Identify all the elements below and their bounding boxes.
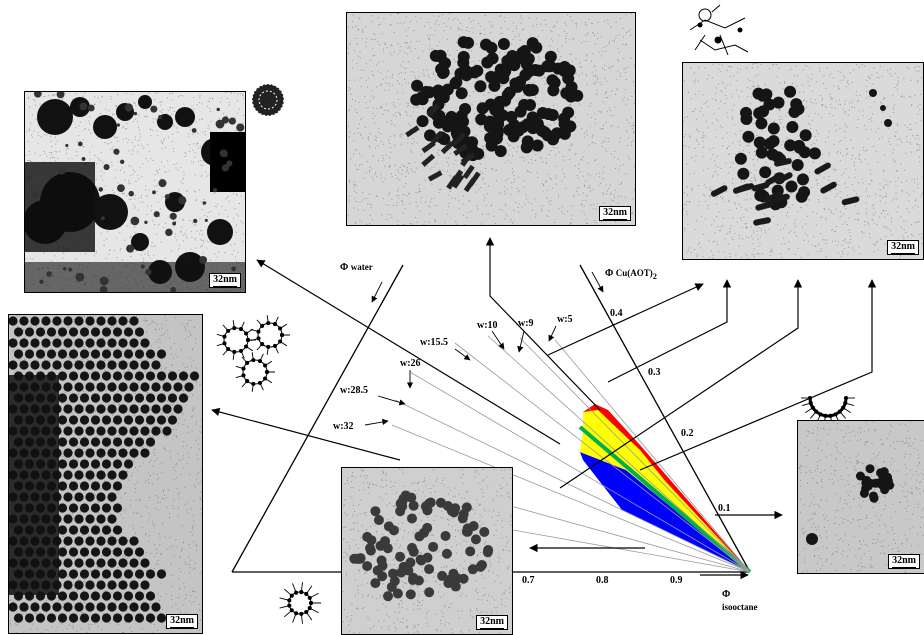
micrograph-top-center: 32nm <box>346 12 636 226</box>
micrograph-top-left: 32nm <box>24 91 246 293</box>
tick-right-1: 0.3 <box>648 367 661 378</box>
micrograph-left: 32nm <box>8 314 203 634</box>
tick-bottom-2: 0.9 <box>670 575 683 586</box>
scale-bar: 32nm <box>887 240 919 255</box>
w-label-5: w:5 <box>557 314 573 325</box>
axis-label-isooctane: Φ isooctane <box>722 589 758 612</box>
tick-right-2: 0.2 <box>681 428 694 439</box>
micrograph-bottom-center: 32nm <box>341 467 513 635</box>
triangle-left-side <box>231 264 404 573</box>
axis-label-water: Φ water <box>340 262 373 273</box>
micelle-sketch-three-droplets <box>223 322 283 385</box>
w-label-9: w:9 <box>518 318 534 329</box>
scale-bar: 32nm <box>166 614 198 629</box>
scale-bar: 32nm <box>888 554 920 569</box>
axis-label-cu-aot: Φ Cu(AOT)2 <box>605 268 657 281</box>
region-yellow <box>583 410 750 572</box>
micrograph-top-right: 32nm <box>682 62 924 260</box>
w-label-pointers <box>364 271 604 426</box>
micelle-sketch-dense-ball <box>251 83 285 117</box>
w-label-32: w:32 <box>333 421 354 432</box>
region-blue <box>580 452 750 572</box>
w-label-15-5: w:15.5 <box>420 337 449 348</box>
micrograph-arrows <box>211 237 877 580</box>
w-label-10: w:10 <box>477 320 498 331</box>
tick-right-3: 0.1 <box>718 503 731 514</box>
w-label-26: w:26 <box>400 358 421 369</box>
tick-right-0: 0.4 <box>610 308 623 319</box>
scale-bar: 32nm <box>209 273 241 288</box>
triangle-right-side <box>579 264 751 573</box>
w-label-28-5: w:28.5 <box>340 385 369 396</box>
tick-bottom-1: 0.8 <box>596 575 609 586</box>
scale-bar: 32nm <box>476 615 508 630</box>
surfactant-tails-single-droplet <box>279 582 321 624</box>
micelle-sketch-network <box>689 4 749 56</box>
surfactant-tails-three-droplets <box>216 315 290 392</box>
scale-bar: 32nm <box>599 206 631 221</box>
region-green-line <box>578 425 752 574</box>
w-dilution-lines <box>379 335 751 573</box>
tick-bottom-0: 0.7 <box>522 575 535 586</box>
micrograph-bottom-right: 32nm <box>797 420 924 574</box>
